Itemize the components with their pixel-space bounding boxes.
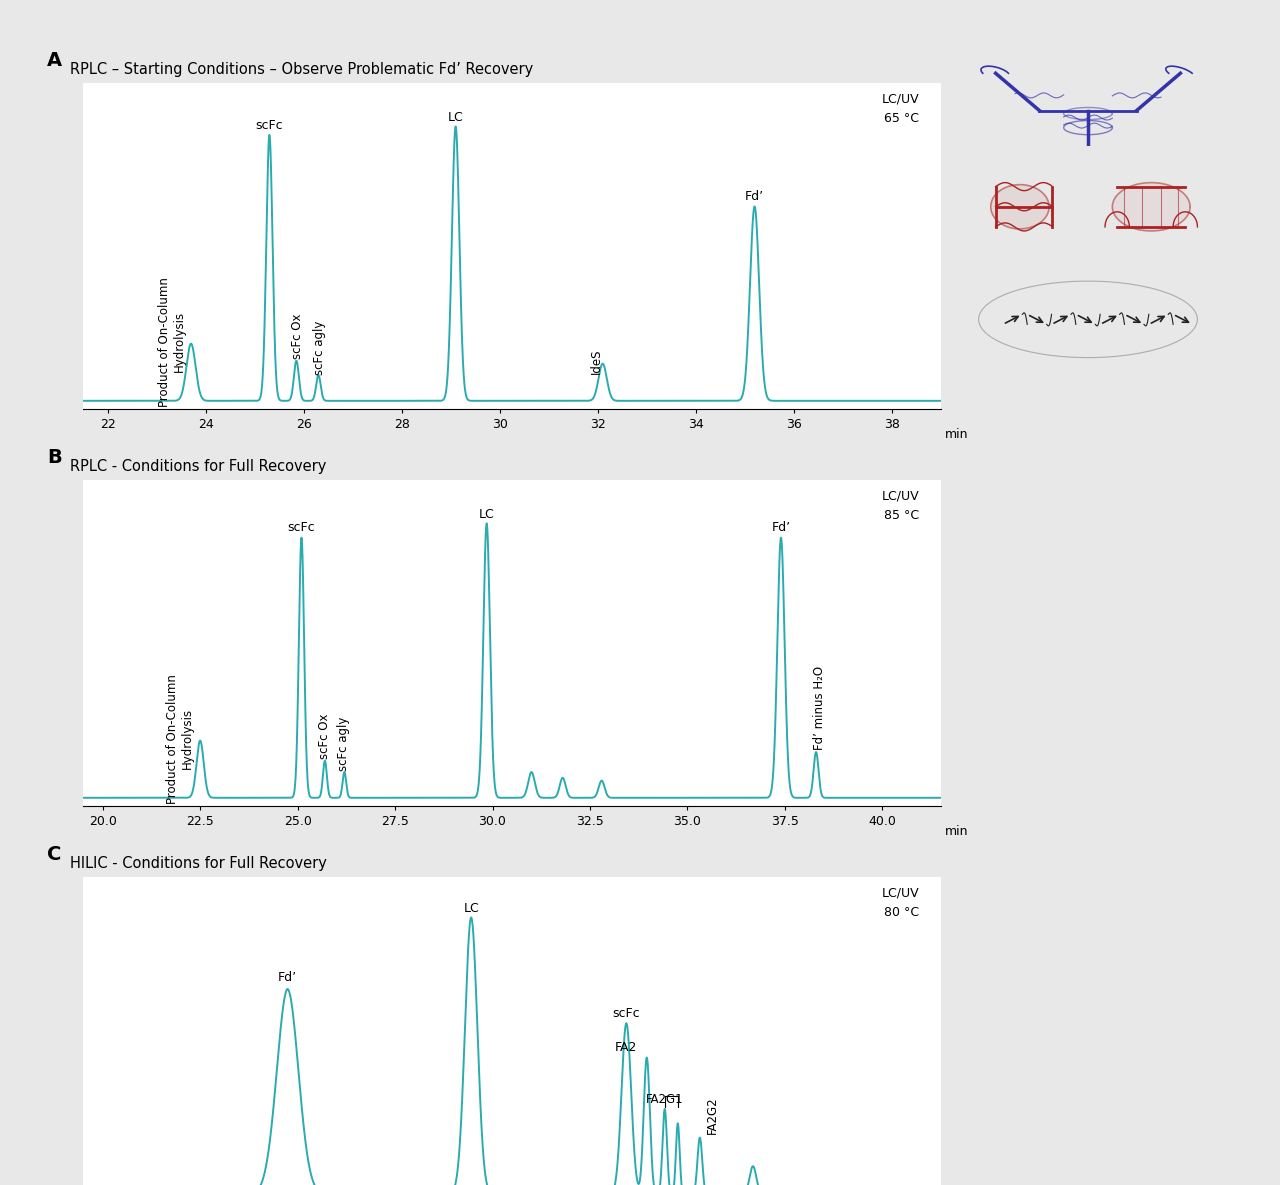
Text: LC: LC (463, 903, 479, 916)
Text: Fd’: Fd’ (772, 521, 791, 534)
Text: FA2: FA2 (616, 1042, 637, 1055)
Text: scFc: scFc (256, 118, 283, 132)
Text: scFc: scFc (613, 1007, 640, 1020)
Text: Product of On-Column
Hydrolysis: Product of On-Column Hydrolysis (166, 674, 195, 803)
Text: Product of On-Column
Hydrolysis: Product of On-Column Hydrolysis (159, 277, 186, 406)
Text: C: C (47, 845, 61, 864)
Text: FA2G2: FA2G2 (705, 1096, 718, 1134)
Text: scFc Ox: scFc Ox (291, 313, 303, 359)
Text: scFc agly: scFc agly (312, 320, 326, 374)
Text: Fd’: Fd’ (745, 190, 764, 203)
Text: FA2G1: FA2G1 (646, 1093, 684, 1106)
Polygon shape (991, 185, 1050, 229)
Text: Fd’ minus H₂O: Fd’ minus H₂O (813, 666, 826, 750)
Text: A: A (46, 51, 61, 70)
Text: min: min (945, 429, 969, 441)
Text: HILIC - Conditions for Full Recovery: HILIC - Conditions for Full Recovery (70, 856, 328, 871)
Text: LC/UV
65 °C: LC/UV 65 °C (882, 92, 919, 124)
Text: LC: LC (448, 111, 463, 124)
Polygon shape (1112, 182, 1190, 231)
Text: LC/UV
85 °C: LC/UV 85 °C (882, 489, 919, 521)
Text: RPLC – Starting Conditions – Observe Problematic Fd’ Recovery: RPLC – Starting Conditions – Observe Pro… (70, 62, 534, 77)
Text: Fd’: Fd’ (278, 971, 297, 984)
Text: scFc agly: scFc agly (337, 717, 351, 771)
Text: B: B (47, 448, 61, 467)
Text: IdeS: IdeS (590, 348, 603, 374)
Text: scFc: scFc (288, 521, 315, 534)
Text: scFc Ox: scFc Ox (317, 713, 330, 758)
Text: min: min (945, 826, 969, 838)
Text: RPLC - Conditions for Full Recovery: RPLC - Conditions for Full Recovery (70, 459, 326, 474)
Text: LC: LC (479, 508, 494, 521)
Text: LC/UV
80 °C: LC/UV 80 °C (882, 886, 919, 918)
